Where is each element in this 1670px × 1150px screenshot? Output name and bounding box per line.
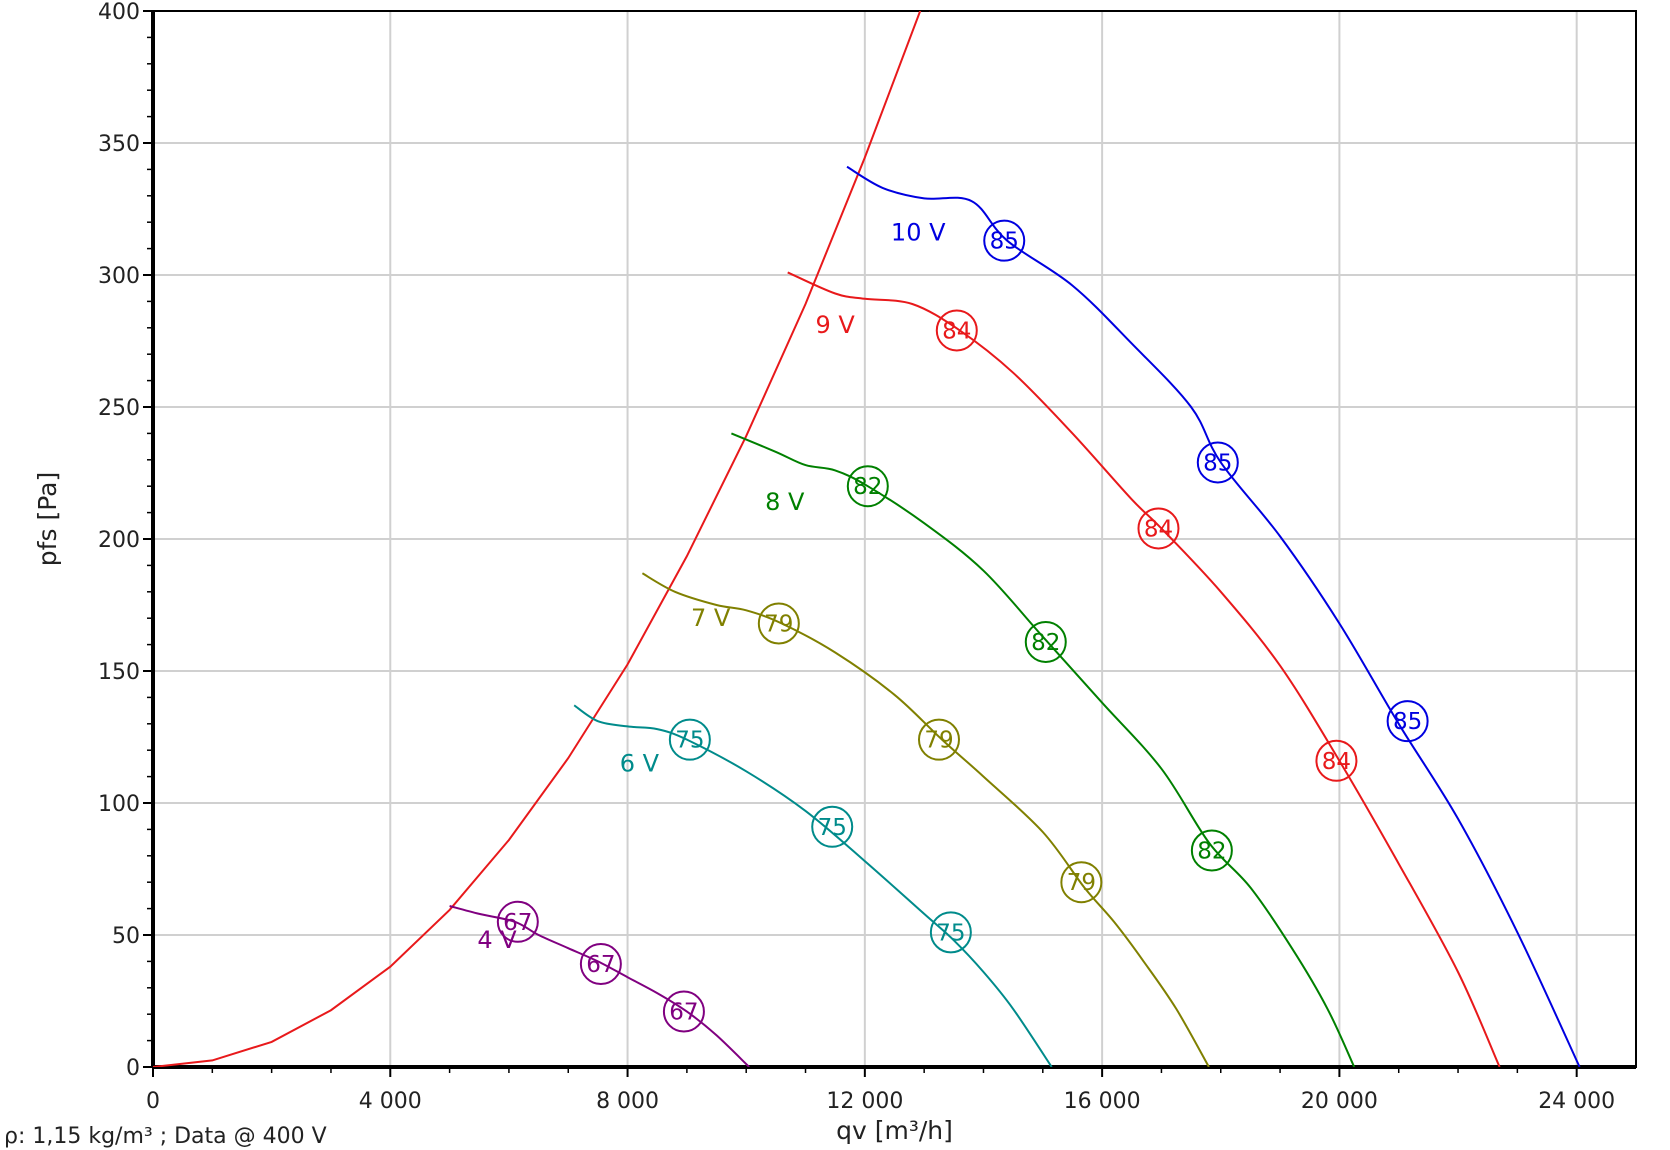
series-line-7v (641, 572, 1210, 1067)
x-tick-label: 12 000 (826, 1089, 903, 1114)
y-tick-label: 300 (98, 264, 140, 289)
efficiency-marker-label: 67 (586, 952, 615, 978)
series-label-7v: 7 V (691, 604, 731, 632)
efficiency-marker-circle (496, 900, 539, 943)
y-tick-label: 50 (112, 924, 140, 949)
efficiency-marker-label: 79 (1067, 870, 1096, 896)
y-tick-label: 350 (98, 132, 140, 157)
x-tick-label: 20 000 (1301, 1089, 1378, 1114)
series-label-8v: 8 V (765, 488, 805, 516)
efficiency-marker-circle (1024, 620, 1067, 663)
efficiency-marker-label: 79 (764, 611, 793, 637)
efficiency-marker-label: 84 (1144, 516, 1173, 542)
efficiency-marker-circle (929, 911, 972, 954)
efficiency-marker-label: 84 (1322, 749, 1351, 775)
x-tick-label: 24 000 (1538, 1089, 1615, 1114)
series-line-8v (731, 432, 1356, 1067)
efficiency-marker-circle (1315, 739, 1358, 782)
efficiency-marker-circle (1060, 861, 1103, 904)
efficiency-marker-label: 85 (1203, 450, 1232, 476)
x-tick-label: 4 000 (359, 1089, 422, 1114)
series-line-9v (787, 271, 1501, 1067)
efficiency-marker-label: 67 (669, 1000, 698, 1026)
y-tick-label: 0 (126, 1056, 140, 1081)
series-label-6v: 6 V (620, 749, 660, 777)
series-label-10v: 10 V (891, 219, 946, 247)
tick-labels: 0 4 000 8 000 12 000 16 000 20 000 24 000 0 50 10… (98, 0, 1615, 1114)
efficiency-marker-circle (917, 718, 960, 761)
y-tick-label: 250 (98, 396, 140, 421)
efficiency-marker-circle (935, 309, 978, 352)
y-tick-label: 400 (98, 0, 140, 25)
efficiency-marker-circle (662, 990, 705, 1033)
x-tick-label: 0 (146, 1089, 160, 1114)
efficiency-marker-label: 82 (1197, 839, 1226, 865)
system-curve (153, 11, 931, 1067)
footnote-density: ρ: 1,15 kg/m³ ; Data @ 400 V (4, 1124, 327, 1149)
curves (153, 11, 1581, 1067)
y-tick-label: 100 (98, 792, 140, 817)
efficiency-marker-label: 82 (853, 474, 882, 500)
efficiency-marker-circle (846, 465, 889, 508)
efficiency-marker-label: 75 (936, 920, 965, 946)
efficiency-marker-label: 75 (675, 728, 704, 754)
efficiency-marker-circle (983, 219, 1026, 262)
series-line-6v (573, 704, 1053, 1067)
series-line-10v (846, 165, 1581, 1067)
efficiency-marker-label: 79 (924, 728, 953, 754)
x-tick-label: 8 000 (596, 1089, 659, 1114)
efficiency-marker-circle (1137, 507, 1180, 550)
series-label-9v: 9 V (816, 311, 856, 339)
y-tick-label: 200 (98, 528, 140, 553)
series-line-4v (449, 905, 750, 1067)
efficiency-marker-circle (757, 602, 800, 645)
efficiency-marker-circle (1386, 700, 1429, 743)
efficiency-marker-label: 67 (503, 910, 532, 936)
x-axis-label: qv [m³/h] (836, 1116, 953, 1145)
y-axis-label: pfs [Pa] (33, 472, 62, 566)
efficiency-marker-label: 82 (1031, 630, 1060, 656)
efficiency-marker-label: 84 (942, 318, 971, 344)
x-tick-label: 16 000 (1064, 1089, 1141, 1114)
y-tick-label: 150 (98, 660, 140, 685)
efficiency-marker-circle (1196, 441, 1239, 484)
efficiency-marker-label: 85 (990, 229, 1019, 255)
efficiency-marker-label: 75 (818, 815, 847, 841)
efficiency-marker-circle (668, 718, 711, 761)
efficiency-marker-circle (579, 943, 622, 986)
efficiency-marker-label: 85 (1393, 709, 1422, 735)
efficiency-marker-circle (811, 805, 854, 848)
efficiency-marker-circle (1190, 829, 1233, 872)
grid-lines (153, 11, 1636, 1067)
